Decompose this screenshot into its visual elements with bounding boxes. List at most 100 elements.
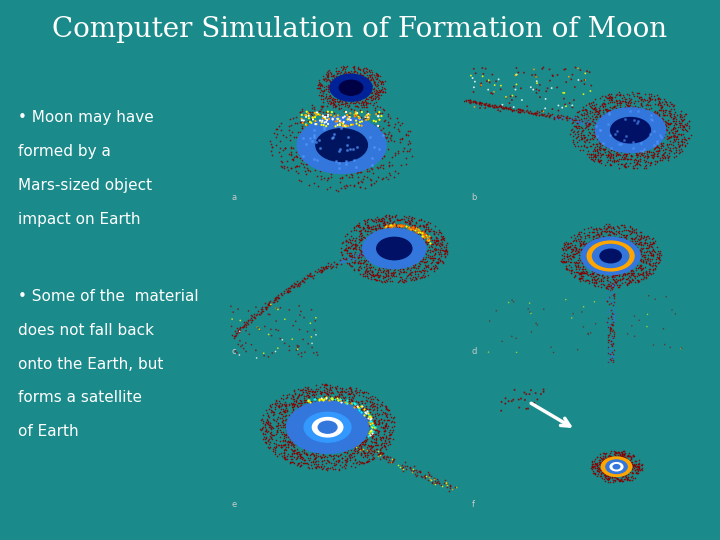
Point xyxy=(277,437,289,445)
Point xyxy=(576,105,588,114)
Point xyxy=(379,427,391,436)
Point xyxy=(392,113,403,122)
Point xyxy=(608,281,619,289)
Point xyxy=(596,101,608,110)
Point xyxy=(510,106,522,114)
Point xyxy=(341,140,353,149)
Point xyxy=(369,393,381,401)
Point xyxy=(397,222,409,231)
Point xyxy=(582,271,594,280)
Point xyxy=(316,267,328,275)
Point xyxy=(292,341,303,350)
Point xyxy=(350,66,361,75)
Point xyxy=(572,246,584,255)
Point xyxy=(580,123,591,132)
Point xyxy=(663,133,675,141)
Point xyxy=(644,95,656,104)
Point xyxy=(378,219,390,227)
Point xyxy=(662,153,674,161)
Point xyxy=(570,117,582,125)
Point xyxy=(592,282,603,291)
Point xyxy=(320,380,332,389)
Point xyxy=(404,220,415,228)
Point xyxy=(581,118,593,126)
Point xyxy=(590,463,601,472)
Point xyxy=(250,346,261,355)
Point xyxy=(361,99,372,107)
Point xyxy=(577,267,589,275)
Point xyxy=(652,108,663,117)
Point xyxy=(579,76,590,84)
Point xyxy=(588,463,599,471)
Point xyxy=(600,227,612,235)
Point xyxy=(516,106,527,114)
Point xyxy=(348,113,360,122)
Point xyxy=(334,395,346,404)
Point xyxy=(616,124,628,133)
Point xyxy=(631,224,642,233)
Point xyxy=(416,273,428,281)
Point xyxy=(364,432,375,441)
Point xyxy=(292,343,303,352)
Point xyxy=(237,341,248,349)
Point xyxy=(500,104,512,113)
Point xyxy=(335,389,346,398)
Point xyxy=(580,120,591,129)
Point xyxy=(355,264,366,273)
Point xyxy=(432,258,444,267)
Point xyxy=(563,266,575,274)
Point xyxy=(336,385,347,394)
Point xyxy=(397,461,408,470)
Point xyxy=(605,94,616,103)
Point xyxy=(225,302,237,310)
Point xyxy=(663,129,675,138)
Point xyxy=(458,97,469,105)
Point xyxy=(624,276,636,285)
Point xyxy=(372,215,384,224)
Point xyxy=(297,159,309,168)
Point xyxy=(617,449,629,458)
Point xyxy=(447,93,459,102)
Point xyxy=(481,77,492,85)
Point xyxy=(363,448,374,456)
Point xyxy=(325,391,336,400)
Point xyxy=(560,238,572,247)
Point xyxy=(435,249,446,258)
Point xyxy=(325,71,337,80)
Point xyxy=(657,106,669,114)
Point xyxy=(248,313,260,321)
Point xyxy=(591,145,603,154)
Point xyxy=(264,401,276,409)
Point xyxy=(370,218,382,226)
Point xyxy=(375,400,387,408)
Point xyxy=(575,66,586,75)
Point xyxy=(637,271,649,280)
Point xyxy=(321,381,333,389)
Point xyxy=(588,127,599,136)
Point xyxy=(608,298,620,307)
Point xyxy=(358,388,369,397)
Point xyxy=(625,152,636,160)
Point xyxy=(595,225,606,233)
Point xyxy=(330,465,341,474)
Point xyxy=(413,215,425,224)
Point xyxy=(477,72,488,80)
Point xyxy=(588,462,599,470)
Point xyxy=(606,288,618,296)
Point xyxy=(287,392,299,400)
Point xyxy=(340,388,351,397)
Point xyxy=(581,276,593,285)
Circle shape xyxy=(613,464,620,469)
Point xyxy=(370,435,382,444)
Point xyxy=(576,264,588,273)
Point xyxy=(390,224,401,232)
Point xyxy=(628,450,639,459)
Point xyxy=(353,242,364,251)
Point xyxy=(636,258,648,266)
Point xyxy=(575,240,587,248)
Point xyxy=(554,115,565,124)
Point xyxy=(616,124,628,133)
Point xyxy=(359,440,371,448)
Point xyxy=(287,143,299,152)
Point xyxy=(357,66,369,75)
